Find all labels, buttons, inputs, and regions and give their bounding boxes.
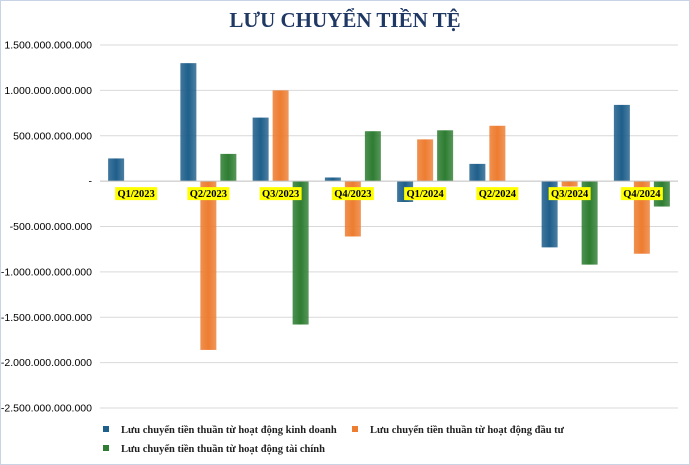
bar: [220, 153, 237, 182]
legend-label: Lưu chuyển tiền thuần từ hoạt động tài c…: [121, 444, 325, 455]
category-label: Q3/2023: [262, 189, 299, 200]
category-label-highlight: [331, 187, 374, 201]
y-axis-ticks: 1.500.000.000.000 1.000.000.000.000 500.00…: [1, 40, 93, 415]
y-tick-label: -: [89, 176, 93, 188]
bar: [180, 63, 197, 182]
legend: Lưu chuyển tiền thuần từ hoạt động kinh …: [103, 425, 565, 455]
category-label-highlight: [476, 187, 519, 201]
category-label-highlight: [115, 187, 158, 201]
category-label: Q2/2023: [190, 189, 227, 200]
category-label-highlight: [259, 187, 302, 201]
bar: [489, 125, 506, 182]
category-label-highlight: [548, 187, 591, 201]
y-tick-label: -1.000.000.000.000: [1, 266, 92, 278]
bars: [108, 63, 670, 350]
category-label: Q3/2024: [551, 189, 589, 200]
category-label-highlight: [187, 187, 230, 201]
bar: [364, 131, 381, 182]
y-tick-label: -1.500.000.000.000: [1, 312, 92, 324]
bar: [252, 117, 269, 182]
bar: [324, 177, 341, 182]
y-tick-label: -2.000.000.000.000: [1, 357, 92, 369]
category-label-highlight: [620, 187, 663, 201]
legend-swatch: [103, 426, 109, 432]
category-label: Q2/2024: [479, 189, 517, 200]
bar: [200, 181, 217, 350]
category-label-highlight: [404, 187, 447, 201]
chart-title: LƯU CHUYỂN TIỀN TỆ: [229, 8, 460, 32]
bar: [581, 181, 598, 265]
bar: [417, 139, 434, 182]
bar: [469, 163, 486, 182]
bar: [272, 90, 289, 182]
category-label: Q4/2024: [623, 189, 661, 200]
y-tick-label: -500.000.000.000: [10, 221, 92, 233]
y-tick-label: 500.000.000.000: [13, 130, 92, 142]
legend-swatch: [103, 445, 109, 451]
bar: [108, 158, 125, 182]
y-tick-label: 1.500.000.000.000: [4, 40, 92, 52]
legend-label: Lưu chuyển tiền thuần từ hoạt động đầu t…: [370, 425, 565, 436]
category-label: Q1/2024: [406, 189, 444, 200]
bar: [437, 130, 454, 182]
x-axis-labels: Q1/2023 Q2/2023 Q3/2023 Q4/2023 Q1/2024 Q2/20…: [115, 187, 663, 201]
bar: [292, 181, 309, 325]
category-label: Q1/2023: [117, 189, 154, 200]
bar: [561, 181, 578, 187]
legend-label: Lưu chuyển tiền thuần từ hoạt động kinh …: [121, 425, 337, 436]
y-tick-label: -2.500.000.000.000: [1, 403, 92, 415]
legend-swatch: [352, 426, 358, 432]
y-tick-label: 1.000.000.000.000: [4, 85, 92, 97]
bar: [613, 104, 630, 182]
category-label: Q4/2023: [334, 189, 371, 200]
